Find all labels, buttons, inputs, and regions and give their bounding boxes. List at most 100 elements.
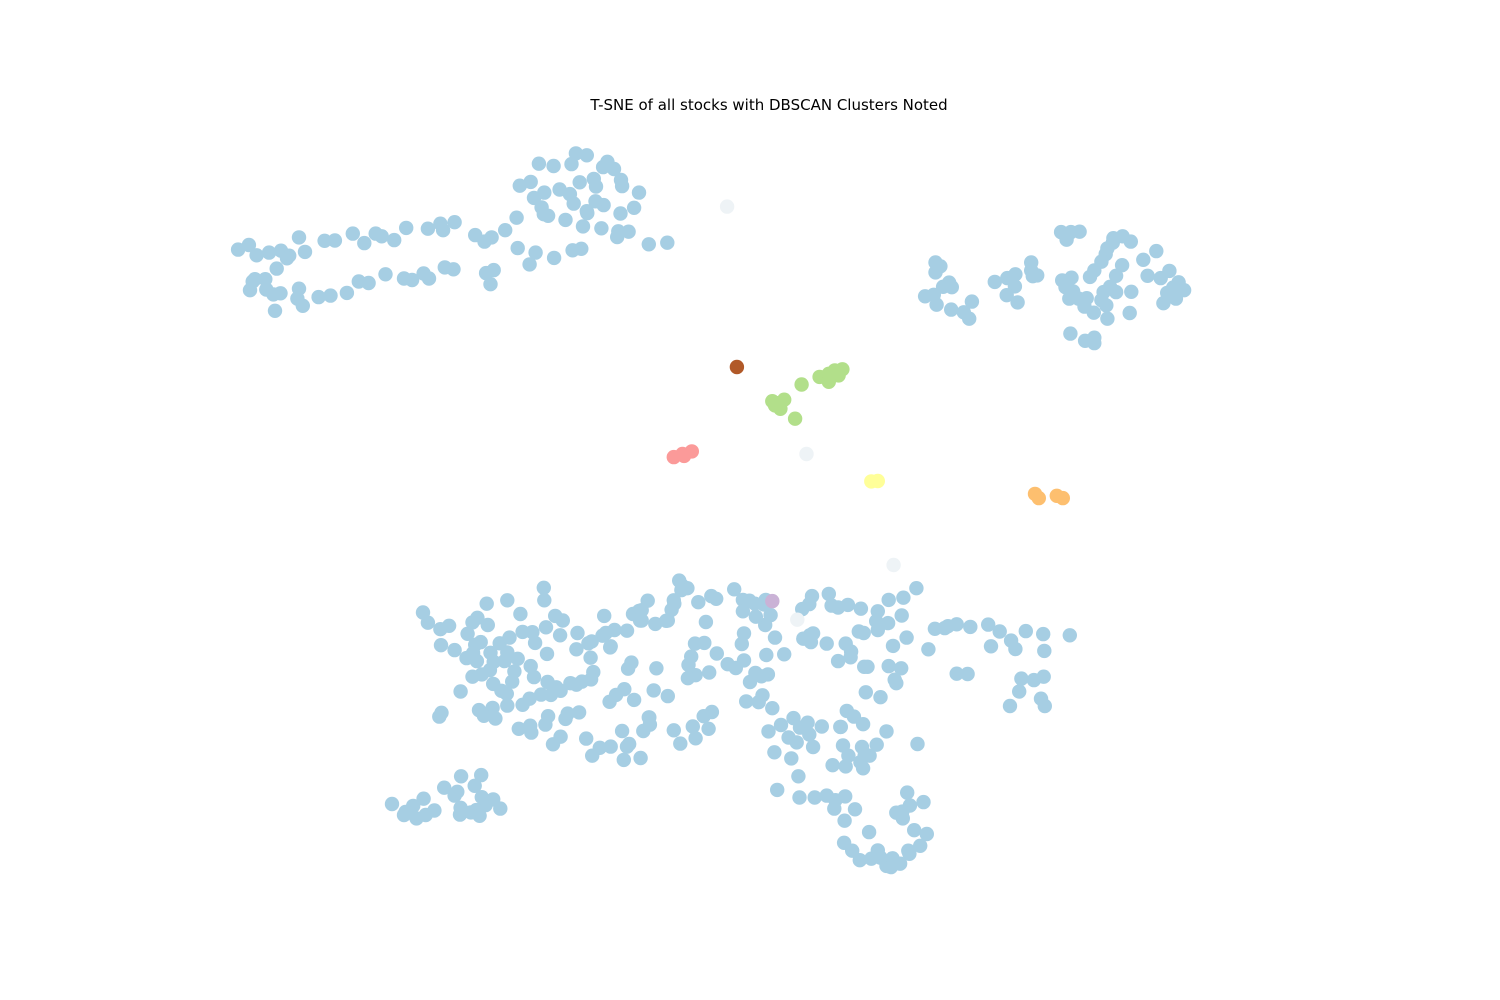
point-noise bbox=[751, 695, 766, 710]
point-noise bbox=[453, 769, 469, 784]
point-noise bbox=[522, 257, 537, 272]
point-noise bbox=[1002, 698, 1018, 714]
point-noise bbox=[1149, 243, 1164, 259]
point-noise bbox=[553, 729, 568, 744]
series-cluster_yellow bbox=[864, 473, 885, 489]
point-noise bbox=[987, 274, 1002, 290]
point-noise bbox=[560, 706, 575, 721]
point-noise bbox=[474, 790, 489, 805]
point-noise bbox=[351, 274, 366, 289]
point-noise bbox=[269, 261, 284, 276]
point-noise bbox=[420, 615, 436, 630]
point-noise bbox=[1037, 643, 1052, 659]
point-noise bbox=[852, 853, 867, 868]
point-noise bbox=[1087, 335, 1102, 351]
point-noise bbox=[500, 593, 515, 608]
point-noise bbox=[613, 206, 628, 221]
point-noise bbox=[734, 636, 749, 652]
point-noise bbox=[617, 682, 632, 697]
point-noise bbox=[881, 592, 896, 608]
point-noise bbox=[853, 601, 869, 616]
point-noise bbox=[230, 242, 246, 257]
series-noise bbox=[459, 580, 769, 751]
point-noise bbox=[673, 736, 688, 751]
series-outlier_faint bbox=[719, 199, 901, 627]
point-noise bbox=[807, 790, 822, 805]
point-noise bbox=[770, 782, 785, 798]
point-noise bbox=[459, 650, 474, 666]
point-noise bbox=[441, 618, 457, 633]
series-cluster_green bbox=[765, 362, 850, 426]
point-noise bbox=[421, 271, 437, 286]
point-noise bbox=[498, 223, 513, 238]
point-noise bbox=[512, 178, 527, 193]
point-noise bbox=[666, 723, 681, 738]
point-noise bbox=[879, 724, 894, 739]
point-noise bbox=[680, 671, 696, 686]
point-outlier_faint bbox=[790, 612, 805, 627]
point-noise bbox=[528, 245, 543, 260]
point-noise bbox=[804, 588, 820, 604]
series-noise bbox=[230, 146, 675, 318]
point-noise bbox=[649, 661, 664, 676]
point-noise bbox=[579, 148, 594, 163]
point-noise bbox=[552, 628, 568, 643]
point-noise bbox=[546, 158, 561, 174]
point-noise bbox=[505, 674, 520, 689]
point-cluster_orange bbox=[1055, 490, 1071, 506]
point-noise bbox=[1012, 684, 1027, 699]
point-noise bbox=[533, 687, 549, 702]
point-noise bbox=[885, 638, 901, 654]
chart-title: T-SNE of all stocks with DBSCAN Clusters… bbox=[590, 96, 948, 114]
point-noise bbox=[819, 636, 834, 651]
point-noise bbox=[539, 646, 555, 662]
point-noise bbox=[1064, 270, 1079, 285]
point-noise bbox=[894, 661, 909, 676]
point-noise bbox=[626, 692, 642, 708]
point-noise bbox=[805, 739, 821, 755]
point-noise bbox=[843, 650, 858, 665]
point-noise bbox=[586, 171, 601, 187]
point-noise bbox=[641, 237, 656, 252]
point-noise bbox=[242, 283, 258, 298]
point-noise bbox=[777, 647, 792, 662]
point-noise bbox=[1023, 255, 1039, 270]
point-noise bbox=[339, 285, 355, 301]
point-noise bbox=[642, 710, 657, 725]
point-noise bbox=[583, 650, 598, 665]
point-noise bbox=[241, 237, 257, 253]
point-noise bbox=[247, 272, 263, 287]
point-cluster_red bbox=[676, 448, 692, 464]
point-noise bbox=[916, 794, 931, 810]
point-noise bbox=[311, 289, 326, 305]
point-noise bbox=[261, 245, 277, 260]
point-noise bbox=[614, 723, 630, 739]
point-noise bbox=[1114, 258, 1130, 273]
point-noise bbox=[1030, 268, 1045, 283]
point-noise bbox=[523, 658, 538, 674]
point-noise bbox=[538, 620, 554, 635]
point-noise bbox=[631, 185, 647, 200]
point-noise bbox=[488, 711, 503, 726]
point-noise bbox=[792, 790, 807, 805]
point-noise bbox=[291, 281, 307, 296]
point-noise bbox=[773, 717, 789, 733]
point-noise bbox=[735, 604, 751, 619]
point-noise bbox=[1037, 698, 1053, 714]
point-noise bbox=[409, 811, 424, 826]
point-outlier_faint bbox=[799, 446, 814, 462]
point-noise bbox=[646, 683, 661, 698]
point-noise bbox=[478, 265, 494, 281]
point-noise bbox=[610, 229, 625, 245]
point-noise bbox=[486, 654, 501, 670]
point-noise bbox=[927, 621, 943, 636]
point-noise bbox=[502, 630, 517, 645]
point-noise bbox=[558, 212, 573, 228]
point-noise bbox=[433, 638, 449, 653]
point-noise bbox=[869, 737, 884, 752]
point-noise bbox=[1010, 295, 1025, 310]
point-noise bbox=[480, 617, 495, 633]
point-noise bbox=[483, 277, 498, 292]
point-noise bbox=[840, 597, 856, 613]
